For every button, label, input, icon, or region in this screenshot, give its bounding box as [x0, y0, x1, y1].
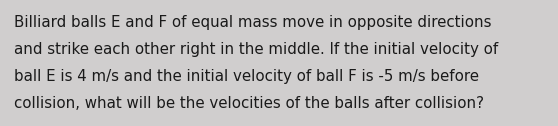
- Text: ball E is 4 m/s and the initial velocity of ball F is -5 m/s before: ball E is 4 m/s and the initial velocity…: [14, 69, 479, 84]
- Text: collision, what will be the velocities of the balls after collision?: collision, what will be the velocities o…: [14, 96, 484, 111]
- Text: and strike each other right in the middle. If the initial velocity of: and strike each other right in the middl…: [14, 42, 498, 57]
- Text: Billiard balls E and F of equal mass move in opposite directions: Billiard balls E and F of equal mass mov…: [14, 15, 492, 30]
